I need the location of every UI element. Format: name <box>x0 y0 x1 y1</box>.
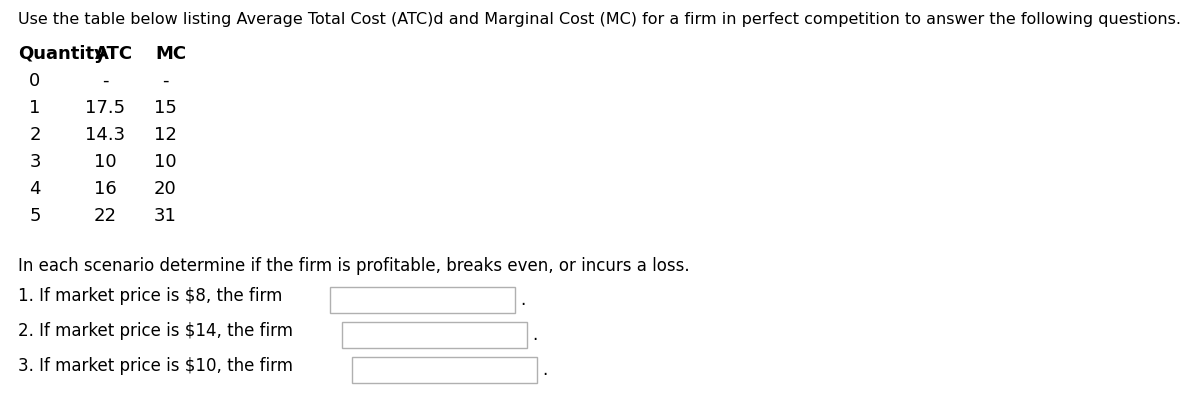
Text: 20: 20 <box>154 180 176 198</box>
Text: 14.3: 14.3 <box>85 126 125 144</box>
Text: 17.5: 17.5 <box>85 99 125 117</box>
Text: .: . <box>532 326 538 344</box>
Text: 1. If market price is $8, the firm: 1. If market price is $8, the firm <box>18 287 282 305</box>
Text: -: - <box>102 72 108 90</box>
Text: Use the table below listing Average Total Cost (ATC)d and Marginal Cost (MC) for: Use the table below listing Average Tota… <box>18 12 1181 27</box>
Text: 2: 2 <box>29 126 41 144</box>
Text: 15: 15 <box>154 99 176 117</box>
Text: 16: 16 <box>94 180 116 198</box>
Text: Quantity: Quantity <box>18 45 106 63</box>
Text: 3. If market price is $10, the firm: 3. If market price is $10, the firm <box>18 357 293 375</box>
Text: 12: 12 <box>154 126 176 144</box>
Text: 4: 4 <box>29 180 41 198</box>
Text: 22: 22 <box>94 207 116 225</box>
Text: 3: 3 <box>29 153 41 171</box>
Text: .: . <box>520 291 526 309</box>
Text: 2. If market price is $14, the firm: 2. If market price is $14, the firm <box>18 322 293 340</box>
Text: 5: 5 <box>29 207 41 225</box>
Text: 10: 10 <box>94 153 116 171</box>
Text: 1: 1 <box>29 99 41 117</box>
Text: 0: 0 <box>29 72 41 90</box>
Text: In each scenario determine if the firm is profitable, breaks even, or incurs a l: In each scenario determine if the firm i… <box>18 257 690 275</box>
Text: -: - <box>162 72 168 90</box>
Text: MC: MC <box>155 45 186 63</box>
Text: .: . <box>542 361 547 379</box>
Text: 31: 31 <box>154 207 176 225</box>
Text: 10: 10 <box>154 153 176 171</box>
Text: ATC: ATC <box>95 45 133 63</box>
